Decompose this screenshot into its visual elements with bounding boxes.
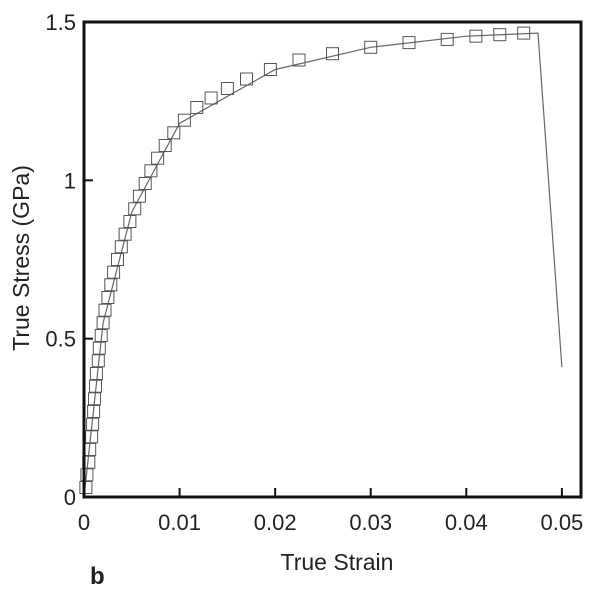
- data-point-marker: [107, 265, 121, 279]
- data-point-marker: [88, 392, 101, 406]
- data-point-marker: [91, 354, 105, 368]
- data-point-marker: [220, 82, 234, 95]
- data-point-marker: [167, 126, 181, 140]
- data-point-marker: [128, 202, 142, 216]
- data-point-marker: [132, 189, 146, 203]
- data-point-marker: [104, 278, 118, 292]
- data-point-marker: [138, 177, 152, 190]
- data-point-marker: [94, 329, 108, 342]
- data-point-marker: [123, 215, 137, 228]
- x-tick-label: 0.05: [540, 510, 583, 535]
- series-line: [83, 32, 563, 498]
- data-point-marker: [89, 379, 102, 393]
- y-axis-label: True Stress (GPa): [8, 165, 34, 351]
- panel-label: b: [90, 563, 105, 589]
- data-point-marker: [79, 481, 93, 494]
- data-point-marker: [111, 253, 124, 266]
- data-point-marker: [493, 28, 507, 42]
- data-point-marker: [96, 316, 110, 330]
- data-point-marker: [85, 430, 99, 444]
- x-axis-ticks: 0 0.01 0.02 0.03 0.04 0.05: [78, 488, 583, 535]
- data-point-marker: [402, 36, 416, 50]
- y-axis-ticks: 0 0.5 1 1.5: [45, 10, 93, 510]
- data-point-marker: [87, 405, 101, 418]
- y-tick-label: 1.5: [45, 10, 76, 35]
- data-point-marker: [114, 240, 128, 254]
- data-point-marker: [364, 40, 378, 54]
- data-point-marker: [158, 139, 172, 152]
- data-point-marker: [177, 113, 191, 127]
- data-point-marker: [204, 91, 218, 105]
- y-tick-label: 0: [64, 485, 76, 510]
- data-point-marker: [240, 72, 253, 86]
- data-point-marker: [92, 341, 106, 355]
- data-point-marker: [326, 47, 339, 61]
- data-point-marker: [151, 151, 165, 165]
- y-tick-label: 1: [64, 168, 76, 193]
- data-point-marker: [89, 367, 103, 380]
- data-point-marker: [190, 101, 204, 114]
- data-point-marker: [144, 164, 158, 178]
- data-point-marker: [440, 32, 454, 46]
- data-point-marker: [263, 63, 277, 76]
- plot-frame: [82, 20, 583, 499]
- x-tick-label: 0.04: [445, 510, 488, 535]
- x-axis-label: True Strain: [281, 549, 394, 575]
- y-tick-label: 0.5: [45, 327, 76, 352]
- x-tick-label: 0: [78, 510, 90, 535]
- data-point-marker: [98, 303, 112, 317]
- data-point-marker: [80, 468, 94, 482]
- data-point-marker: [101, 291, 115, 304]
- data-point-marker: [469, 29, 483, 43]
- x-tick-label: 0.02: [254, 510, 297, 535]
- x-tick-label: 0.01: [158, 510, 201, 535]
- data-point-marker: [118, 227, 132, 241]
- x-tick-label: 0.03: [349, 510, 392, 535]
- data-point-marker: [517, 26, 531, 40]
- data-point-marker: [86, 417, 100, 431]
- line-layer: [83, 32, 563, 498]
- marker-layer: [79, 26, 531, 494]
- data-point-marker: [292, 53, 306, 67]
